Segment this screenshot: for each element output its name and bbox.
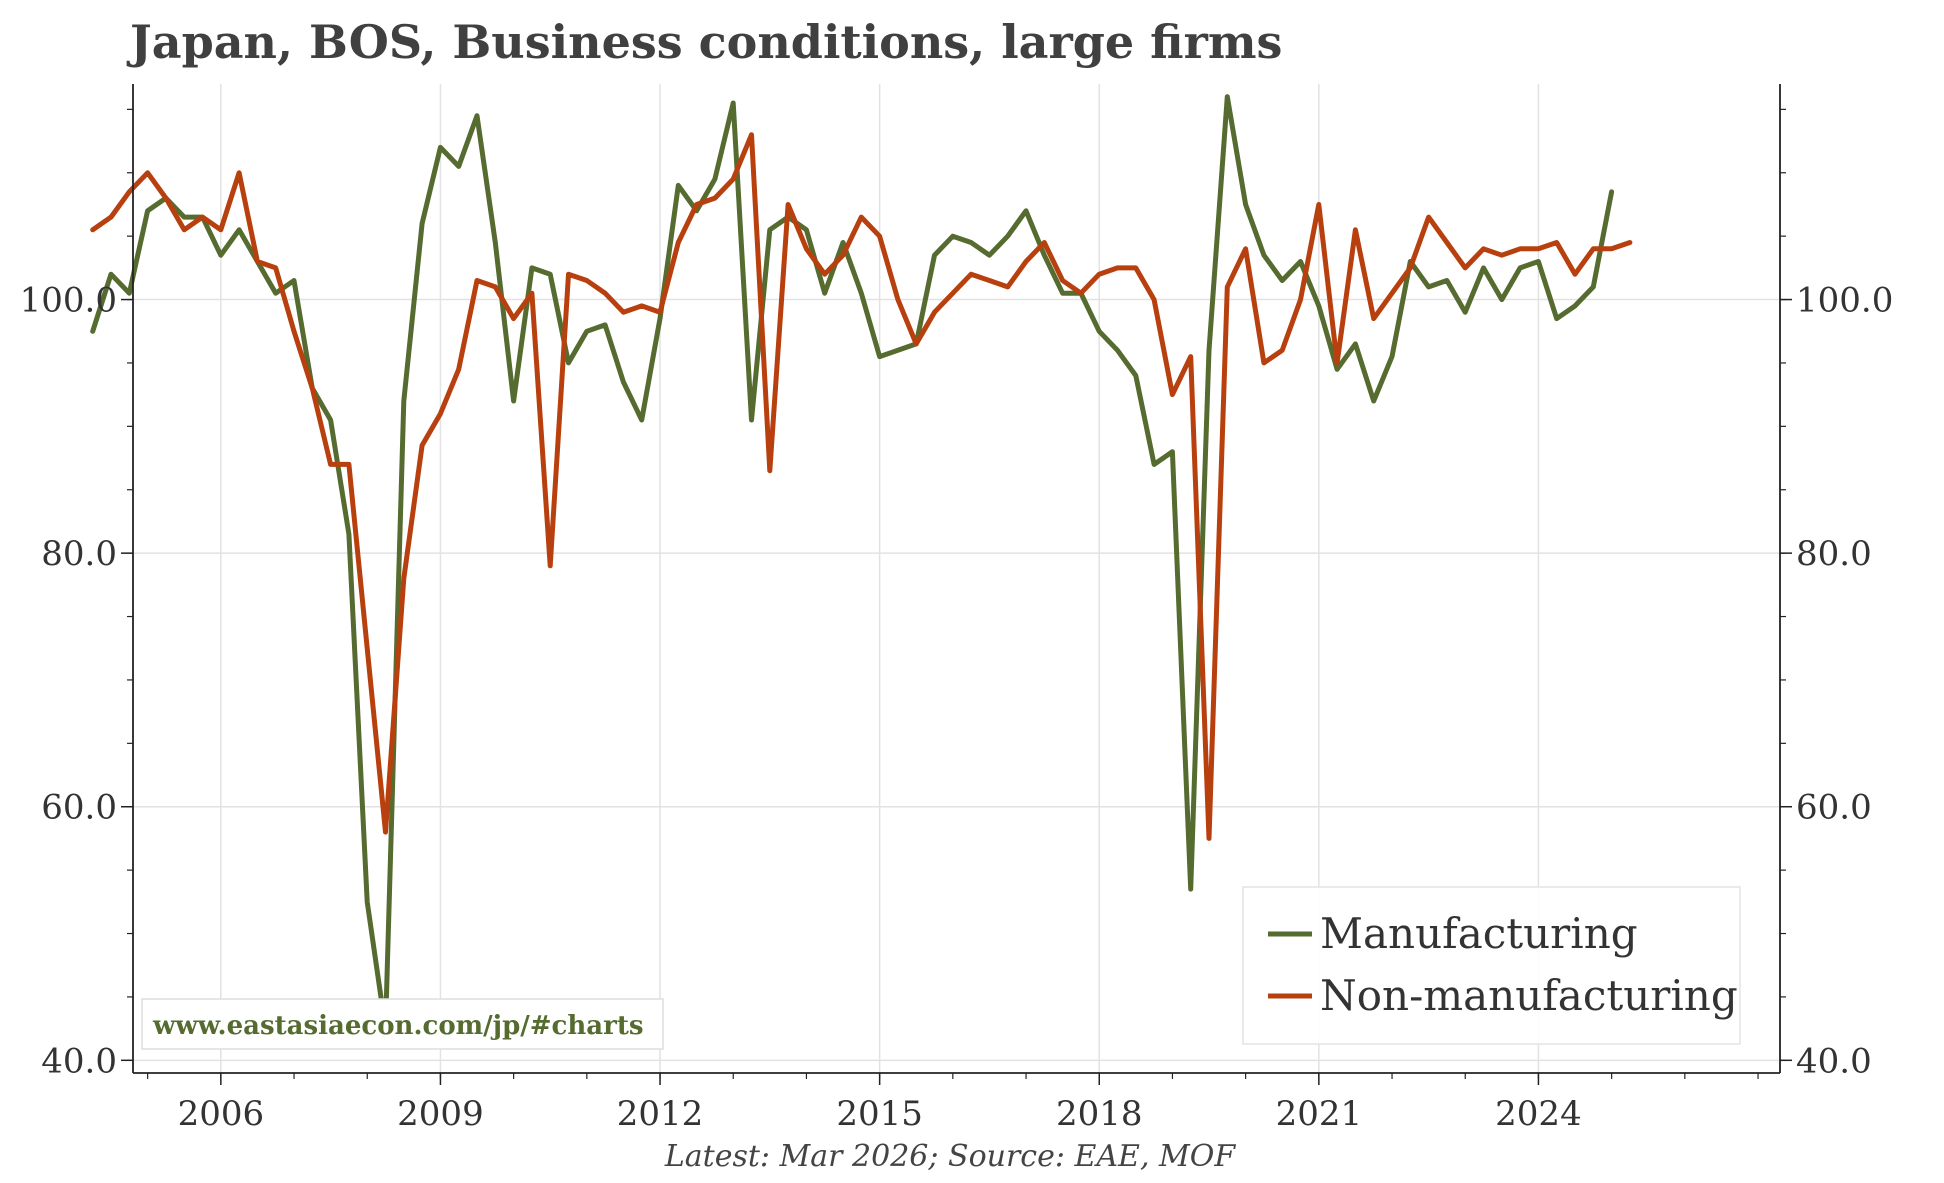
y-tick-label-left: 40.0 xyxy=(41,1041,117,1081)
watermark-url: www.eastasiaecon.com/jp/#charts xyxy=(152,1011,643,1041)
legend-label-manufacturing: Manufacturing xyxy=(1320,909,1638,958)
x-tick-label: 2006 xyxy=(178,1094,265,1134)
y-tick-label-left: 80.0 xyxy=(41,534,117,574)
legend-box xyxy=(1242,886,1741,1045)
legend: Manufacturing Non-manufacturing xyxy=(1242,886,1741,1045)
watermark-box: www.eastasiaecon.com/jp/#charts xyxy=(141,998,664,1050)
series-line-manufacturing xyxy=(90,94,1615,1032)
watermark-frame xyxy=(141,998,664,1050)
footer-source: Latest: Mar 2026; Source: EAE, MOF xyxy=(664,1139,1237,1174)
grid-layer xyxy=(133,84,1780,1073)
y-tick-label-left: 100.0 xyxy=(20,281,117,321)
y-tick-label-left: 60.0 xyxy=(41,788,117,828)
x-tick-label: 2024 xyxy=(1495,1094,1582,1134)
axis-layer: 2006 2009 2012 2015 2018 2021 2024 40.0 40.0 60.0… xyxy=(20,84,1893,1134)
legend-label-non-manufacturing: Non-manufacturing xyxy=(1320,971,1738,1020)
y-tick-label-right: 100.0 xyxy=(1796,281,1893,321)
series-layer xyxy=(90,94,1633,1032)
x-tick-label: 2012 xyxy=(617,1094,704,1134)
y-tick-label-right: 60.0 xyxy=(1796,788,1872,828)
x-tick-label: 2015 xyxy=(836,1094,923,1134)
y-tick-label-right: 80.0 xyxy=(1796,534,1872,574)
y-tick-label-right: 40.0 xyxy=(1796,1041,1872,1081)
x-tick-label: 2021 xyxy=(1276,1094,1363,1134)
chart-title: Japan, BOS, Business conditions, large f… xyxy=(126,15,1282,69)
x-tick-label: 2018 xyxy=(1056,1094,1143,1134)
series-line-non-manufacturing xyxy=(90,132,1633,841)
x-tick-label: 2009 xyxy=(397,1094,484,1134)
